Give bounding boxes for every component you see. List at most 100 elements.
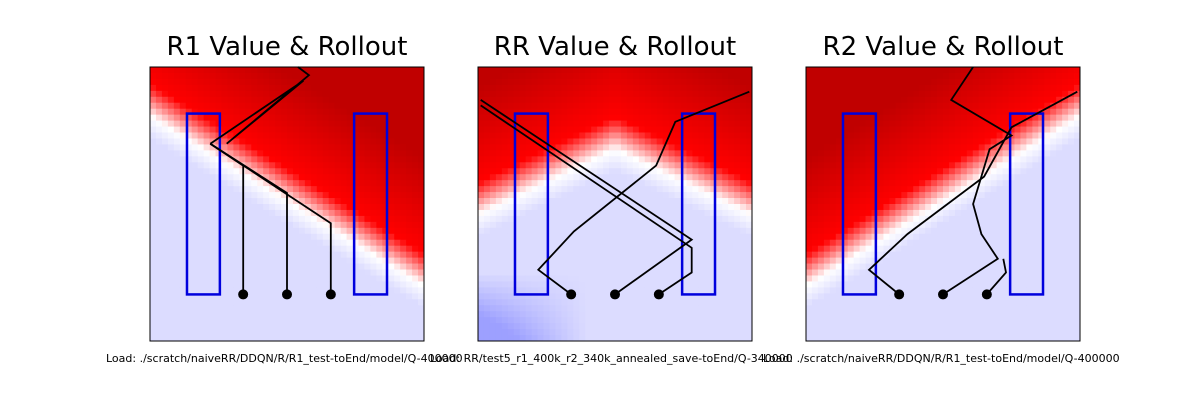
heatmap-cell xyxy=(740,215,747,223)
heatmap-cell xyxy=(662,96,670,104)
heatmap-cell xyxy=(537,192,544,199)
heatmap-cell xyxy=(567,150,574,157)
heatmap-cell xyxy=(316,275,324,282)
heatmap-cell xyxy=(644,269,652,276)
heatmap-cell xyxy=(662,198,670,205)
heatmap-cell xyxy=(573,156,580,163)
heatmap-cell xyxy=(257,138,264,145)
heatmap-cell xyxy=(251,186,258,193)
heatmap-cell xyxy=(1050,84,1057,92)
heatmap-cell xyxy=(412,293,419,300)
heatmap-cell xyxy=(281,67,288,74)
heatmap-cell xyxy=(334,329,342,336)
heatmap-cell xyxy=(191,311,199,318)
heatmap-cell xyxy=(227,67,234,74)
heatmap-cell xyxy=(931,132,938,139)
heatmap-cell xyxy=(292,269,300,276)
heatmap-cell xyxy=(275,144,282,151)
heatmap-cell xyxy=(537,293,544,300)
heatmap-cell xyxy=(525,144,533,151)
heatmap-cell xyxy=(841,102,849,110)
heatmap-cell xyxy=(358,120,365,127)
heatmap-cell xyxy=(674,198,681,205)
heatmap-cell xyxy=(495,227,503,235)
heatmap-cell xyxy=(1020,138,1027,145)
heatmap-cell xyxy=(543,102,550,110)
heatmap-cell xyxy=(555,257,562,264)
heatmap-cell xyxy=(650,323,658,330)
heatmap-cell xyxy=(239,138,246,145)
heatmap-cell xyxy=(406,174,413,181)
heatmap-cell xyxy=(710,67,717,74)
heatmap-cell xyxy=(925,90,932,98)
heatmap-cell xyxy=(328,168,336,175)
heatmap-cell xyxy=(1008,138,1015,145)
heatmap-cell xyxy=(555,263,562,270)
heatmap-cell xyxy=(310,227,318,235)
heatmap-cell xyxy=(263,269,270,276)
heatmap-cell xyxy=(263,281,270,288)
heatmap-cell xyxy=(150,120,157,127)
start-point-1 xyxy=(238,289,249,300)
heatmap-cell xyxy=(507,198,515,205)
heatmap-cell xyxy=(603,233,610,241)
heatmap-cell xyxy=(155,78,163,86)
heatmap-cell xyxy=(668,221,675,229)
heatmap-cell xyxy=(638,257,646,264)
heatmap-cell xyxy=(746,263,753,270)
heatmap-cell xyxy=(233,293,240,300)
heatmap-cell xyxy=(531,221,538,229)
heatmap-cell xyxy=(626,263,634,270)
heatmap-cell xyxy=(686,72,693,80)
heatmap-cell xyxy=(406,204,413,211)
heatmap-cell xyxy=(400,132,407,139)
heatmap-cell xyxy=(907,72,914,80)
heatmap-cell xyxy=(316,72,324,80)
heatmap-cell xyxy=(221,162,228,169)
heatmap-cell xyxy=(1074,126,1081,133)
heatmap-cell xyxy=(609,233,616,241)
heatmap-cell xyxy=(960,84,968,92)
heatmap-cell xyxy=(209,174,216,181)
heatmap-cell xyxy=(931,150,938,157)
heatmap-cell xyxy=(704,150,711,157)
heatmap-cell xyxy=(817,144,825,151)
heatmap-cell xyxy=(370,156,377,163)
heatmap-cell xyxy=(710,275,717,282)
heatmap-cell xyxy=(281,132,288,139)
heatmap-cell xyxy=(901,144,908,151)
heatmap-cell xyxy=(716,150,723,157)
heatmap-cell xyxy=(716,311,723,318)
heatmap-cell xyxy=(579,120,586,127)
heatmap-cell xyxy=(561,138,568,145)
heatmap-cell xyxy=(150,150,157,157)
heatmap-cell xyxy=(382,204,389,211)
heatmap-cell xyxy=(167,317,175,324)
heatmap-cell xyxy=(281,174,288,181)
heatmap-cell xyxy=(591,78,598,86)
heatmap-cell xyxy=(525,84,533,92)
heatmap-cell xyxy=(310,269,318,276)
heatmap-cell xyxy=(412,174,419,181)
heatmap-cell xyxy=(931,156,938,163)
heatmap-cell xyxy=(382,96,389,104)
heatmap-cell xyxy=(638,293,646,300)
heatmap-cell xyxy=(483,221,491,229)
heatmap-cell xyxy=(233,90,240,98)
heatmap-cell xyxy=(370,84,377,92)
heatmap-cell xyxy=(1014,144,1021,151)
heatmap-cell xyxy=(954,132,962,139)
heatmap-cell xyxy=(901,108,908,116)
heatmap-cell xyxy=(740,311,747,318)
heatmap-cell xyxy=(191,251,199,259)
heatmap-cell xyxy=(907,144,914,151)
heatmap-cell xyxy=(1020,150,1027,157)
heatmap-cell xyxy=(531,198,538,205)
heatmap-cell xyxy=(603,168,610,175)
heatmap-cell xyxy=(835,72,843,80)
heatmap-cell xyxy=(668,180,675,187)
heatmap-cell xyxy=(298,174,306,181)
heatmap-cell xyxy=(346,132,353,139)
heatmap-cell xyxy=(644,78,652,86)
heatmap-cell xyxy=(948,126,956,133)
